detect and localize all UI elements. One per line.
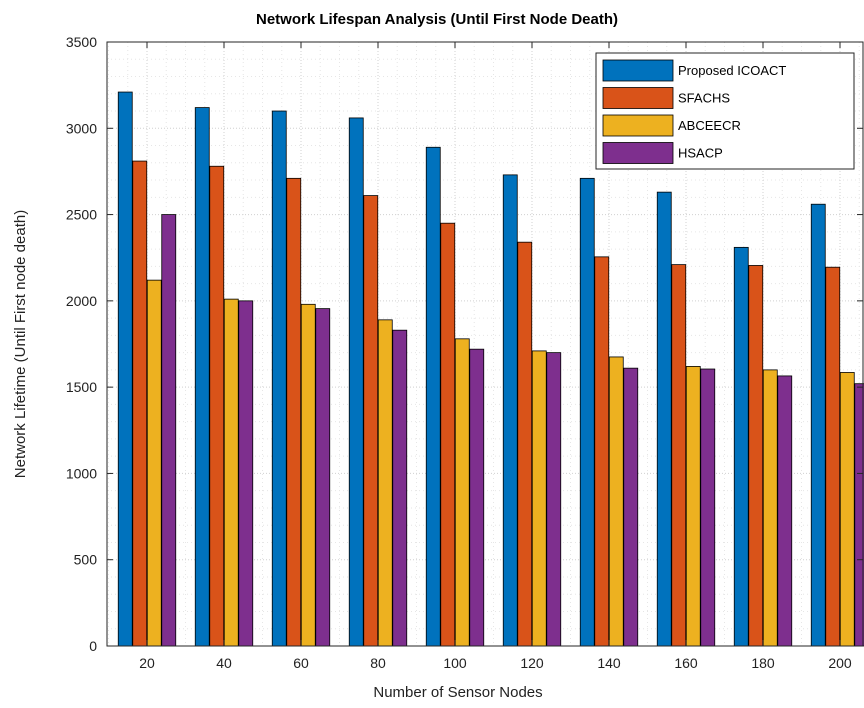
bar-abceecr-100 bbox=[454, 338, 470, 647]
legend-label: SFACHS bbox=[678, 91, 730, 106]
y-tick-label: 2000 bbox=[66, 293, 97, 309]
bar-sfachs-20 bbox=[132, 160, 148, 647]
y-axis: 0 500 1000 1500 2000 2500 3000 3500 bbox=[66, 34, 863, 654]
bar-hsacp-120 bbox=[546, 352, 562, 647]
bar-proposed-icoact-60 bbox=[271, 110, 287, 647]
y-tick-label: 1000 bbox=[66, 465, 97, 481]
bar-sfachs-100 bbox=[440, 222, 456, 647]
bar-sfachs-120 bbox=[517, 241, 533, 647]
y-tick-label: 3500 bbox=[66, 34, 97, 50]
x-tick-label: 20 bbox=[139, 655, 155, 671]
plot-frame bbox=[106, 41, 864, 647]
bar-hsacp-80 bbox=[392, 329, 408, 647]
bar-proposed-icoact-100 bbox=[425, 146, 441, 647]
legend: Proposed ICOACT SFACHS ABCEECR HSACP bbox=[595, 52, 855, 170]
x-tick-label: 140 bbox=[597, 655, 621, 671]
bar-hsacp-40 bbox=[238, 300, 254, 647]
bar-sfachs-160 bbox=[671, 264, 687, 647]
bar-hsacp-160 bbox=[700, 368, 716, 647]
bars-group bbox=[117, 91, 864, 647]
y-tick-label: 0 bbox=[89, 638, 97, 654]
x-tick-label: 40 bbox=[216, 655, 232, 671]
x-tick-label: 200 bbox=[828, 655, 852, 671]
x-axis-label: Number of Sensor Nodes bbox=[373, 684, 542, 701]
bar-sfachs-200 bbox=[825, 266, 841, 647]
bar-abceecr-120 bbox=[531, 350, 547, 647]
y-tick-label: 2500 bbox=[66, 207, 97, 223]
legend-label: Proposed ICOACT bbox=[678, 63, 786, 78]
legend-swatch bbox=[602, 87, 674, 109]
y-axis-label: Network Lifetime (Until First node death… bbox=[12, 210, 29, 478]
bar-abceecr-60 bbox=[300, 303, 316, 647]
legend-swatch bbox=[602, 142, 674, 164]
y-tick-label: 1500 bbox=[66, 379, 97, 395]
legend-swatch bbox=[602, 59, 674, 82]
x-tick-label: 160 bbox=[674, 655, 698, 671]
y-tick-label: 500 bbox=[74, 552, 98, 568]
bar-proposed-icoact-20 bbox=[117, 91, 133, 647]
bar-sfachs-40 bbox=[209, 165, 225, 647]
bar-abceecr-200 bbox=[839, 372, 855, 647]
bar-hsacp-140 bbox=[623, 367, 639, 647]
bar-proposed-icoact-80 bbox=[348, 117, 364, 647]
x-tick-label: 60 bbox=[293, 655, 309, 671]
bar-proposed-icoact-40 bbox=[194, 107, 210, 647]
bar-hsacp-180 bbox=[777, 375, 793, 647]
chart-title: Network Lifespan Analysis (Until First N… bbox=[256, 11, 618, 28]
bar-abceecr-40 bbox=[223, 298, 239, 647]
bar-abceecr-140 bbox=[608, 356, 624, 647]
x-tick-label: 120 bbox=[520, 655, 544, 671]
bar-sfachs-140 bbox=[594, 256, 610, 647]
bar-proposed-icoact-180 bbox=[733, 246, 749, 647]
legend-label: ABCEECR bbox=[678, 118, 741, 133]
bar-abceecr-80 bbox=[377, 319, 393, 647]
bar-proposed-icoact-140 bbox=[579, 177, 595, 647]
y-tick-label: 3000 bbox=[66, 120, 97, 136]
bar-hsacp-20 bbox=[161, 214, 177, 647]
bar-abceecr-180 bbox=[762, 369, 778, 647]
x-tick-label: 180 bbox=[751, 655, 775, 671]
bar-proposed-icoact-160 bbox=[656, 191, 672, 647]
bar-sfachs-80 bbox=[363, 195, 379, 647]
bar-proposed-icoact-200 bbox=[810, 203, 826, 647]
bar-abceecr-160 bbox=[685, 366, 701, 647]
legend-label: HSACP bbox=[678, 146, 723, 161]
bar-sfachs-60 bbox=[286, 177, 302, 647]
bar-proposed-icoact-120 bbox=[502, 174, 518, 647]
x-tick-label: 100 bbox=[443, 655, 467, 671]
x-axis: 20 40 60 80 100 120 140 160 180 200 bbox=[139, 42, 852, 671]
bar-sfachs-180 bbox=[748, 265, 764, 647]
x-tick-label: 80 bbox=[370, 655, 386, 671]
bar-hsacp-60 bbox=[315, 308, 331, 647]
bar-abceecr-20 bbox=[146, 279, 162, 647]
legend-swatch bbox=[602, 114, 674, 137]
bar-hsacp-100 bbox=[469, 348, 485, 647]
